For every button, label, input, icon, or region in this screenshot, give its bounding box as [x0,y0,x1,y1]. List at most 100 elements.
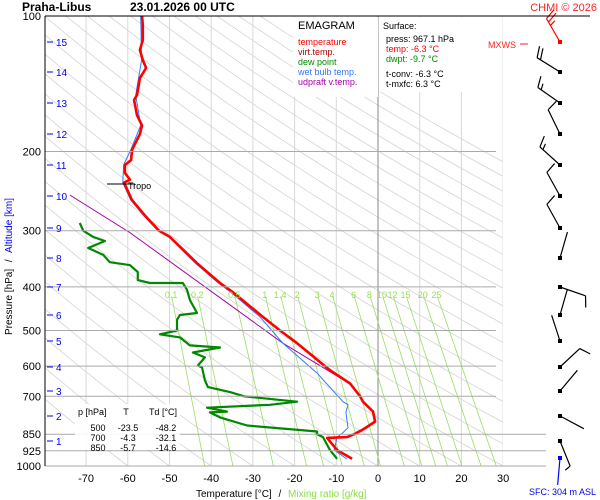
table-cell: -48.2 [156,423,177,433]
x-axis-title-mixing: Mixing ratio [g/kg] [288,489,367,500]
table-cell: 700 [90,433,105,443]
table-header-td: Td [°C] [149,407,177,417]
altitude-tick-label: 7 [56,283,62,294]
table-header-p: p [hPa] [78,407,107,417]
surface-tconv: t-conv: -6.3 °C [386,69,444,79]
dry-adiabat [195,16,503,207]
mixing-ratio-line [332,296,381,466]
y-axis-title-altitude: Altitude [km] [4,198,15,253]
mixing-ratio-label: 0.5 [228,290,241,300]
legend-box [293,17,378,97]
altitude-tick-label: 4 [56,363,62,374]
wind-barb [558,231,569,260]
mixing-ratio-label: 0.1 [165,290,178,300]
mixing-ratio-line [392,296,448,466]
y-axis-sep: / [4,259,15,262]
dry-adiabat [45,73,503,382]
dry-adiabat [173,16,503,223]
table-cell: 500 [90,423,105,433]
mxws-label: MXWS [488,40,516,50]
dry-adiabat [45,254,337,466]
pressure-tick-label: 925 [23,446,41,458]
dry-adiabat [108,16,503,272]
table-header-t: T [123,407,129,417]
temperature-tick-label: -30 [245,473,261,485]
mixing-ratio-label: 6 [351,290,356,300]
dry-adiabat [45,16,503,325]
pressure-tick-label: 500 [23,326,41,338]
pressure-tick-label: 700 [23,391,41,403]
temperature-tick-label: 30 [497,473,509,485]
surface-dwpt: dwpt: -9.7 °C [386,54,439,64]
wind-barb-surface [557,456,562,485]
temperature-tick-label: -70 [78,473,94,485]
series-udpraft-v-temp [69,194,348,383]
mixing-ratio-label: 0.2 [191,290,204,300]
y-axis-title: Pressure [hPa] / Altitude [km] [4,198,15,335]
surface-box [379,17,471,92]
series-layer [69,16,377,460]
mixing-ratio-line [382,296,437,466]
wind-barb [546,163,562,198]
wind-barbs [536,9,591,485]
pressure-tick-label: 200 [23,146,41,158]
mixing-ratio-line [353,296,405,466]
mixing-ratio-label: 20 [418,290,428,300]
series-temperature [122,16,377,460]
legend-updraft: udpraft v.temp. [298,77,357,87]
mixing-ratio-label: 15 [401,290,411,300]
legend-temperature: temperature [298,37,347,47]
mixing-ratio-label: 10 [377,290,387,300]
altitude-tick-label: 13 [56,99,68,110]
mixing-ratio-label: 1 [262,290,267,300]
wind-barb [539,135,562,167]
temperature-tick-label: 10 [414,473,426,485]
altitude-tick-label: 11 [56,161,67,172]
dry-adiabat [87,16,503,289]
altitude-tick-label: 3 [56,387,62,398]
table-cell: -23.5 [118,423,139,433]
wind-barb [558,439,571,471]
x-axis-sep: / [278,489,281,500]
levels-table-box [75,404,180,450]
wind-barb [551,315,562,343]
mixing-ratio-line [234,296,274,466]
datetime-title: 23.01.2026 00 UTC [130,0,235,14]
dry-adiabat [130,16,503,255]
tropopause-label: Tropo [128,181,151,191]
altitude-tick-label: 5 [56,337,62,348]
y-axis-title-pressure: Pressure [hPa] [4,269,15,335]
table-cell: -4.3 [120,433,136,443]
wind-barb [545,9,562,44]
wind-barb [558,414,585,430]
pressure-tick-label: 100 [23,11,41,23]
x-axis-title: Temperature [°C] / Mixing ratio [g/kg] [196,489,367,500]
altitude-tick-label: 2 [56,412,62,423]
mixing-ratio-label: 8 [367,290,372,300]
temperature-tick-label: -60 [120,473,136,485]
surface-title: Surface: [383,21,417,31]
dry-adiabat [45,53,503,363]
grid [45,16,503,466]
mixing-ratio-label: 3 [315,290,320,300]
mixing-ratio-line [297,296,343,466]
dry-adiabat [65,16,503,307]
wind-barb [558,288,569,317]
mixing-ratio-line [423,296,482,466]
altitude-tick-label: 8 [56,254,62,265]
temperature-tick-label: 20 [455,473,467,485]
wind-barb [558,369,578,393]
altitude-tick-label: 12 [56,130,68,141]
series-dew-point [78,222,338,460]
dry-adiabat [152,16,503,239]
levels-table: p [hPa] T Td [°C] 500 -23.5 -48.2 700 -4… [78,407,177,453]
legend-wet-bulb: wet bulb temp. [297,67,357,77]
dry-adiabat [45,398,129,466]
station-title: Praha-Libus [22,0,92,14]
dry-adiabat [45,114,503,423]
temperature-tick-label: 0 [375,473,381,485]
mixing-ratio-label: 2 [295,290,300,300]
table-cell: -32.1 [156,433,177,443]
mixing-ratio-line [406,296,463,466]
